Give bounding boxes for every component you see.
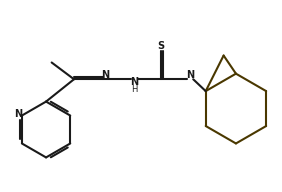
- Text: N: N: [14, 109, 22, 119]
- Text: N: N: [186, 70, 194, 80]
- Text: S: S: [157, 41, 164, 51]
- Text: N: N: [131, 77, 139, 87]
- Text: N: N: [101, 70, 109, 80]
- Text: H: H: [131, 84, 138, 94]
